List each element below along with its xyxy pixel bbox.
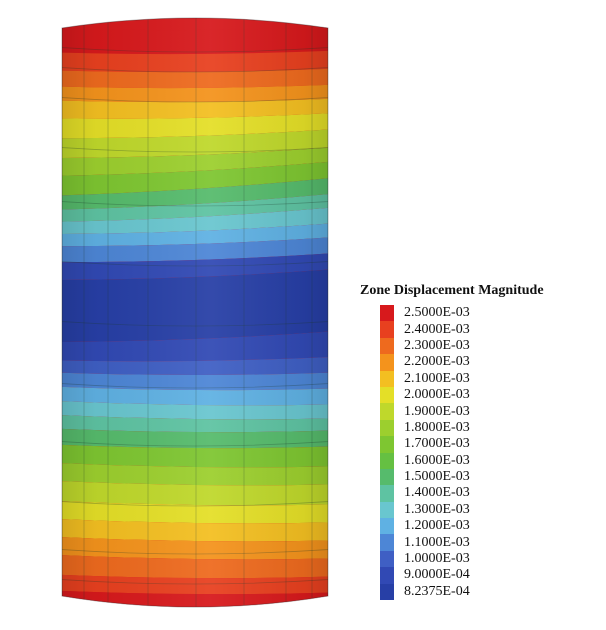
legend-swatch — [380, 419, 394, 437]
legend-entry: 1.4000E-03 — [380, 485, 600, 502]
legend-swatch — [380, 436, 394, 453]
legend-label: 1.8000E-03 — [404, 419, 470, 435]
legend-entry: 1.1000E-03 — [380, 534, 600, 551]
legend-title: Zone Displacement Magnitude — [360, 283, 544, 298]
legend: Zone Displacement Magnitude 2.5000E-03 2.… — [360, 283, 600, 601]
legend-entry: 1.9000E-03 — [380, 403, 600, 420]
legend-label: 1.3000E-03 — [404, 501, 470, 517]
legend-entry: 9.0000E-04 — [380, 567, 600, 584]
legend-label: 8.2375E-04 — [404, 583, 470, 599]
legend-label: 2.0000E-03 — [404, 387, 470, 403]
legend-swatch — [380, 452, 394, 469]
legend-list: 2.5000E-03 2.4000E-03 2.3000E-03 2.2000E-03… — [380, 305, 600, 601]
legend-swatch — [380, 518, 394, 535]
legend-entry: 2.2000E-03 — [380, 354, 600, 371]
legend-entry: 1.6000E-03 — [380, 452, 600, 469]
legend-entry: 2.1000E-03 — [380, 370, 600, 387]
legend-label: 1.5000E-03 — [404, 469, 470, 485]
legend-swatch — [380, 321, 394, 338]
legend-entry: 1.0000E-03 — [380, 550, 600, 568]
legend-label: 1.2000E-03 — [404, 518, 470, 534]
legend-swatch — [380, 567, 394, 584]
legend-label: 2.2000E-03 — [404, 354, 470, 370]
legend-entry: 1.2000E-03 — [380, 518, 600, 535]
legend-swatch — [380, 386, 394, 404]
legend-swatch — [380, 485, 394, 502]
legend-label: 1.7000E-03 — [404, 436, 470, 452]
legend-entry: 2.3000E-03 — [380, 337, 600, 355]
legend-entry: 1.7000E-03 — [380, 436, 600, 453]
legend-label: 1.1000E-03 — [404, 534, 470, 550]
legend-swatch — [380, 468, 394, 486]
legend-entry: 1.5000E-03 — [380, 468, 600, 486]
legend-swatch — [380, 583, 394, 601]
legend-entry: 2.0000E-03 — [380, 386, 600, 404]
legend-swatch — [380, 354, 394, 371]
legend-label: 1.9000E-03 — [404, 403, 470, 419]
legend-entry: 1.3000E-03 — [380, 501, 600, 519]
legend-swatch — [380, 403, 394, 420]
legend-label: 1.4000E-03 — [404, 485, 470, 501]
legend-swatch — [380, 305, 394, 322]
legend-entry: 1.8000E-03 — [380, 419, 600, 437]
legend-label: 2.4000E-03 — [404, 321, 470, 337]
legend-label: 9.0000E-04 — [404, 567, 470, 583]
legend-label: 1.6000E-03 — [404, 452, 470, 468]
legend-entry: 8.2375E-04 — [380, 583, 600, 601]
legend-swatch — [380, 370, 394, 387]
legend-label: 2.3000E-03 — [404, 337, 470, 353]
legend-label: 2.1000E-03 — [404, 370, 470, 386]
legend-swatch — [380, 550, 394, 568]
legend-swatch — [380, 337, 394, 355]
legend-swatch — [380, 501, 394, 519]
legend-label: 2.5000E-03 — [404, 305, 470, 321]
legend-label: 1.0000E-03 — [404, 551, 470, 567]
legend-swatch — [380, 534, 394, 551]
legend-entry: 2.5000E-03 — [380, 305, 600, 322]
legend-entry: 2.4000E-03 — [380, 321, 600, 338]
